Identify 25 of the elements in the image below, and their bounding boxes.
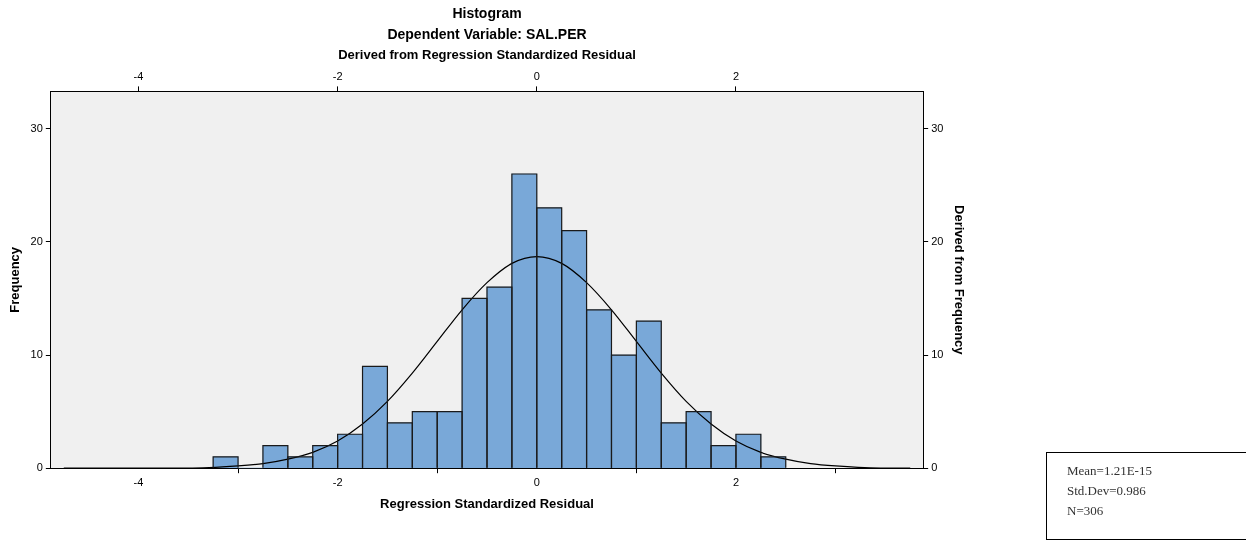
y2-tick-label: 20 [931, 234, 944, 247]
y2-axis-title: Derived from Frequency [951, 205, 967, 356]
chart-title: Histogram [452, 5, 522, 22]
y2-tick-label: 30 [931, 121, 944, 134]
text: N=306 [1067, 502, 1105, 520]
x-tick-label: -2 [332, 69, 343, 82]
y2-tick-label: 10 [931, 348, 944, 361]
x2-axis-title: Derived from Regression Standardized Residual [338, 46, 636, 62]
y2-tick-label: 0 [931, 461, 938, 474]
chart-subtitle: Dependent Variable: SAL.PER [387, 26, 587, 43]
x-tick-label: -4 [133, 69, 144, 82]
text: Mean=1.21E-15 [1067, 462, 1153, 480]
y-tick-label: 20 [30, 234, 43, 247]
x-axis-title: Regression Standardized Residual [380, 495, 594, 511]
text: Std.Dev=0.986 [1067, 482, 1147, 500]
y-axis-title: Frequency [7, 246, 23, 313]
x2-tick-label: 2 [732, 475, 740, 488]
x2-tick-label: 0 [533, 475, 540, 488]
x-tick-label: 2 [732, 69, 740, 82]
x2-tick-label: -4 [133, 475, 144, 488]
y-tick-label: 0 [36, 461, 43, 474]
y-tick-label: 30 [30, 121, 43, 134]
x2-tick-label: -2 [332, 475, 343, 488]
x-tick-label: 0 [533, 69, 540, 82]
y-tick-label: 10 [30, 348, 43, 361]
